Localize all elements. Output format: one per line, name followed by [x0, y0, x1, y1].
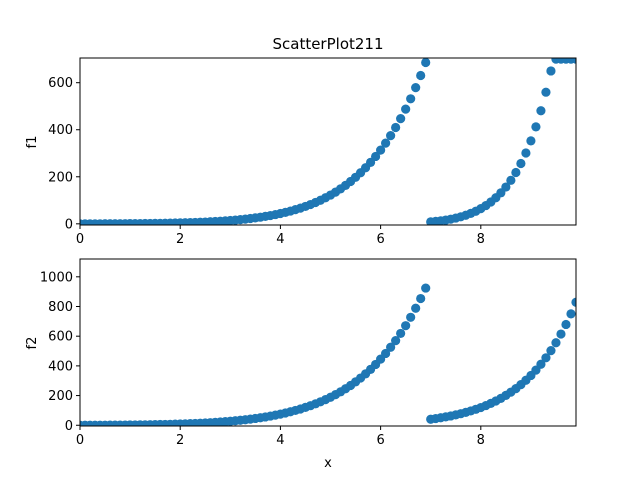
- scatter-point: [421, 58, 431, 68]
- scatter-point: [411, 303, 421, 313]
- scatter-point: [521, 148, 531, 158]
- scatter-point: [526, 136, 536, 146]
- scatter-points-bottom: [80, 283, 576, 426]
- scatter-point: [396, 328, 406, 339]
- y-tick-label: 1000: [40, 270, 73, 285]
- scatter-point: [536, 359, 546, 369]
- scatter-point: [566, 309, 576, 319]
- scatter-point: [421, 283, 431, 293]
- scatter-point: [531, 122, 541, 132]
- scatter-point: [516, 158, 526, 169]
- scatter-point: [391, 122, 401, 133]
- y-axis-label-top: f1: [25, 136, 40, 149]
- scatter-point: [536, 106, 546, 116]
- scatter-point: [571, 297, 576, 307]
- y-tick-label: 600: [48, 76, 73, 91]
- scatter-point: [501, 182, 511, 192]
- y-tick-label: 0: [65, 217, 73, 232]
- y-tick-label: 200: [48, 170, 73, 185]
- y-axis-label-bottom: f2: [25, 337, 40, 350]
- x-tick-label: 2: [176, 232, 184, 247]
- scatter-point: [551, 338, 561, 348]
- x-axis-label-bottom: x: [324, 456, 332, 471]
- y-tick-label: 600: [48, 330, 73, 345]
- scatter-point: [396, 114, 406, 124]
- y-tick-label: 400: [48, 123, 73, 138]
- scatter-point: [381, 138, 391, 148]
- scatter-point: [541, 87, 551, 97]
- scatter-point: [401, 104, 411, 114]
- scatter-point: [541, 353, 551, 363]
- scatter-point: [381, 348, 391, 359]
- x-tick-label: 4: [276, 232, 284, 247]
- scatter-point: [391, 336, 401, 346]
- scatter-point: [506, 175, 516, 185]
- scatter-point: [546, 346, 556, 356]
- plot-area-bottom: 0 2 4 6 8 0 200 400 600 800 1000: [40, 258, 577, 448]
- plot-area-top: 0 2 4 6 8 0 200 400 600: [48, 57, 577, 247]
- scatter-point: [411, 83, 421, 93]
- y-tick-label: 800: [48, 300, 73, 315]
- scatter-point: [386, 131, 396, 141]
- scatter-point: [371, 151, 381, 162]
- scatter-point: [376, 145, 386, 155]
- scatter-point: [511, 167, 521, 178]
- scatter-point: [416, 70, 426, 81]
- scatter-point: [406, 94, 416, 104]
- plot-frame-bottom: [79, 258, 577, 427]
- y-tick-label: 200: [48, 389, 73, 404]
- x-tick-label: 0: [76, 232, 84, 247]
- x-tick-label: 2: [176, 433, 184, 448]
- x-tick-label: 6: [376, 433, 384, 448]
- chart-title-top: ScatterPlot211: [272, 35, 383, 53]
- scatter-point: [406, 312, 416, 322]
- x-tick-label: 8: [477, 232, 485, 247]
- scatter-point: [571, 58, 576, 64]
- scatter-point: [416, 293, 426, 304]
- scatter-points-top: [80, 58, 576, 225]
- subplot-top: ScatterPlot211 f1 0 2 4 6 8 0 200 400 600: [25, 35, 577, 247]
- scatter-point: [386, 342, 396, 352]
- x-tick-label: 0: [76, 433, 84, 448]
- y-tick-label: 400: [48, 359, 73, 374]
- scatter-point: [556, 329, 566, 339]
- y-tick-label: 0: [65, 419, 73, 434]
- scatter-point: [561, 319, 571, 330]
- scatter-point: [546, 66, 556, 76]
- scatter-point: [401, 321, 411, 331]
- x-tick-label: 8: [477, 433, 485, 448]
- subplot-bottom: f2 x 0 2 4 6 8 0 200 400 600 800 1000: [25, 258, 577, 471]
- x-tick-label: 4: [276, 433, 284, 448]
- x-tick-label: 6: [376, 232, 384, 247]
- plot-frame-top: [79, 57, 577, 226]
